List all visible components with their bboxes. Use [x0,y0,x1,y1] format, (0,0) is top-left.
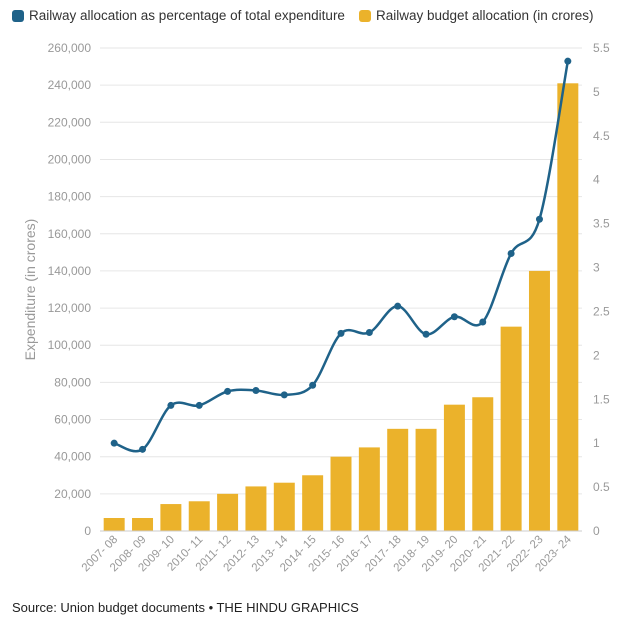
y-tick-label: 20,000 [54,487,91,501]
y-tick-label: 160,000 [48,227,92,241]
legend-swatch-line [12,9,24,22]
y2-tick-label: 0.5 [593,480,610,494]
y2-tick-label: 1.5 [593,392,610,406]
bar [472,397,494,531]
y2-tick-label: 4 [593,173,600,187]
y-tick-label: 260,000 [48,41,92,55]
y2-tick-label: 2 [593,348,600,362]
y-tick-label: 220,000 [48,115,92,129]
y-tick-label: 140,000 [48,264,92,278]
y-tick-label: 120,000 [48,301,92,315]
line-point [507,249,515,257]
bar [245,486,267,531]
y-tick-label: 0 [84,524,91,538]
line-point [479,318,487,326]
bar [528,270,550,531]
line-path [113,60,570,453]
line-point [139,445,147,453]
line-point [252,386,260,394]
bar [500,326,522,531]
bar [358,447,380,531]
y-tick-label: 180,000 [48,190,92,204]
y2-tick-label: 0 [593,524,600,538]
y2-tick-label: 1 [593,436,600,450]
line-point [337,329,345,337]
bar [415,428,437,531]
y-tick-label: 240,000 [48,78,92,92]
line-point [365,329,373,337]
bar [330,456,352,531]
line-point [535,215,543,223]
y2-tick-label: 4.5 [593,129,610,143]
line-point [167,401,175,409]
bar [443,404,465,531]
bar [103,517,125,531]
bar [132,517,154,531]
legend-label-bar: Railway budget allocation (in crores) [375,8,594,23]
y2-tick-label: 2.5 [593,304,610,318]
y-tick-label: 60,000 [54,413,91,427]
legend-label-line: Railway allocation as percentage of tota… [29,8,345,23]
y2-tick-label: 3 [593,261,600,275]
legend-item-line[interactable]: Railway allocation as percentage of tota… [12,8,345,23]
bar [387,428,409,531]
line-point [195,401,203,409]
line-point [450,313,458,321]
line-point [224,387,232,395]
y2-tick-label: 3.5 [593,217,610,231]
bar-series [103,83,579,532]
y-tick-label: 40,000 [54,450,91,464]
legend-swatch-bar [358,9,371,22]
line-point [422,330,430,338]
line-point [110,439,118,447]
bar [217,493,239,531]
bar [557,83,579,532]
y-tick-label: 200,000 [48,152,92,166]
line-point [280,391,288,399]
bar [160,504,182,531]
y2-tick-label: 5.5 [593,41,610,55]
bar [273,482,295,531]
bar [188,501,210,531]
line-point [564,57,572,65]
line-series [110,57,572,453]
y-axis-title: Expenditure (in crores) [22,219,38,361]
source-note: Source: Union budget documents • THE HIN… [12,600,359,615]
legend-item-bar[interactable]: Railway budget allocation (in crores) [358,8,594,23]
legend: Railway allocation as percentage of tota… [12,8,594,23]
y2-tick-label: 5 [593,85,600,99]
y-tick-label: 100,000 [48,338,92,352]
line-point [394,302,402,310]
line-point [309,381,317,389]
bar [302,475,324,531]
y-tick-label: 80,000 [54,375,91,389]
